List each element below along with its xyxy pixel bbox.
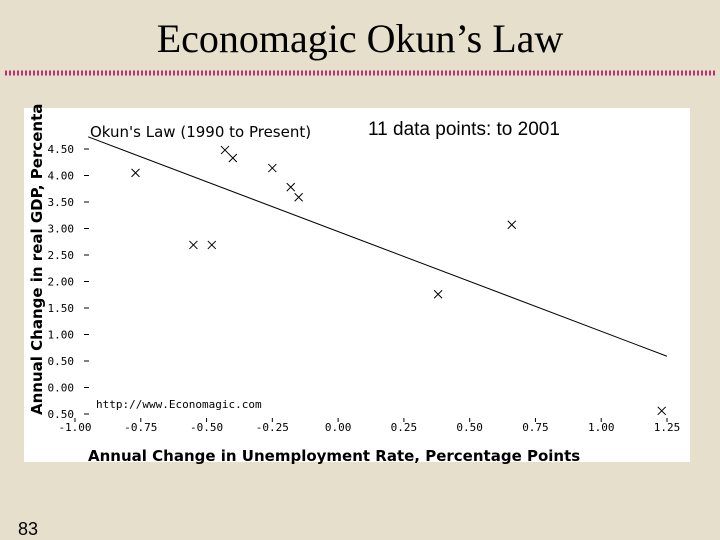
x-tick-label: -0.75	[124, 421, 157, 434]
chart-title: Okun's Law (1990 to Present)	[90, 123, 311, 141]
point	[220, 145, 230, 155]
point	[286, 182, 296, 192]
annotation: 11 data points: to 2001	[368, 119, 560, 140]
point	[228, 153, 238, 163]
point	[507, 220, 517, 230]
y-tick-label: 3.00	[48, 223, 75, 236]
y-tick-label: 4.50	[48, 143, 75, 156]
point	[207, 240, 217, 250]
point	[189, 240, 198, 250]
chart-panel	[24, 108, 690, 462]
point	[657, 406, 667, 416]
slide-title: Economagic Okun’s Law	[157, 16, 564, 61]
y-tick-label: 0.50	[48, 408, 75, 421]
x-tick-label: 0.50	[456, 421, 483, 434]
x-tick-label: -1.00	[58, 421, 91, 434]
y-tick-label: 1.00	[48, 329, 75, 342]
point	[131, 168, 140, 178]
point	[267, 163, 277, 173]
y-tick-label: 4.00	[48, 170, 75, 183]
y-tick-label: 3.50	[48, 196, 75, 209]
x-tick-label: 0.00	[325, 421, 352, 434]
x-tick-label: 1.00	[588, 421, 615, 434]
point	[433, 289, 443, 299]
x-tick-label: -0.50	[190, 421, 223, 434]
y-tick-label: 0.00	[48, 382, 75, 395]
x-tick-label: 0.75	[522, 421, 549, 434]
point	[294, 192, 303, 202]
y-tick-label: 0.50	[48, 355, 75, 368]
x-tick-label: 1.25	[654, 421, 681, 434]
watermark: http://www.Economagic.com	[96, 398, 262, 411]
x-tick-label: 0.25	[391, 421, 418, 434]
plot: 0.50 0.00 0.50 1.00 1.50 2.00 2.50 3.00 3.50 4.00…	[48, 136, 681, 434]
fit-line	[87, 136, 668, 357]
x-axis-label: Annual Change in Unemployment Rate, Perc…	[88, 447, 580, 465]
x-tick-label: -0.25	[256, 421, 289, 434]
slide-number: 83	[18, 519, 38, 539]
y-tick-label: 2.00	[48, 276, 75, 289]
y-tick-label: 1.50	[48, 302, 75, 315]
y-tick-label: 2.50	[48, 249, 75, 262]
y-axis-label: Annual Change in real GDP, Percenta	[28, 104, 46, 415]
